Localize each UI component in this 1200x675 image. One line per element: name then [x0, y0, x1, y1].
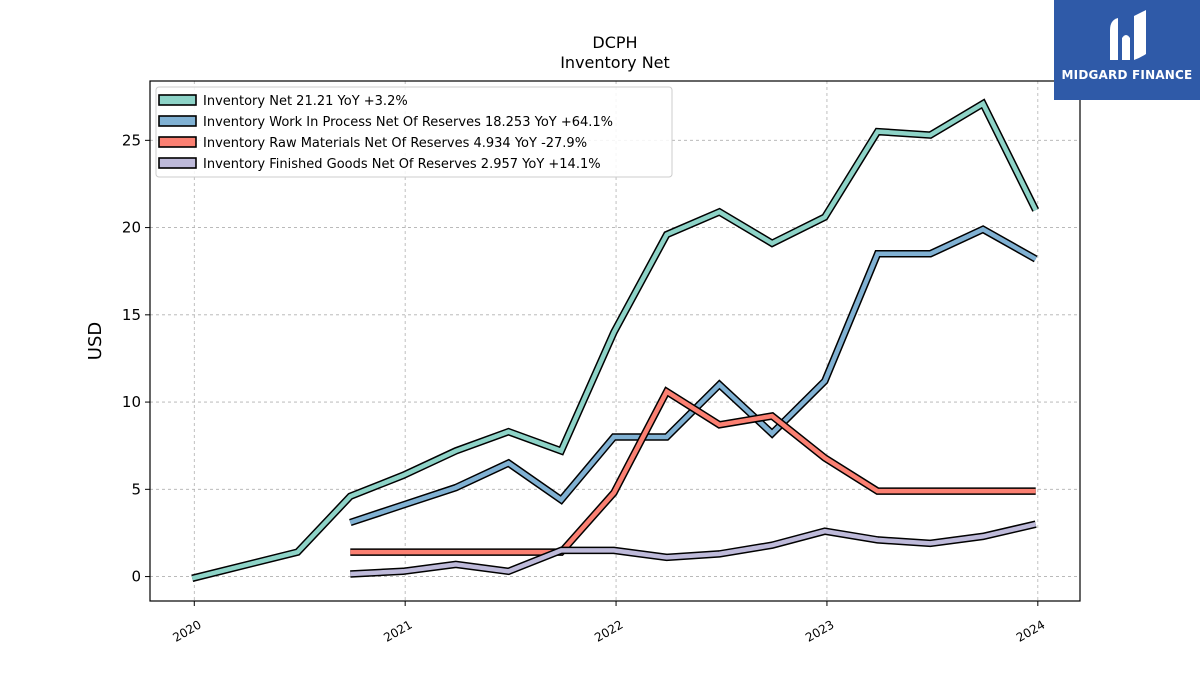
legend-label: Inventory Finished Goods Net Of Reserves…: [203, 157, 601, 172]
chart-subtitle: Inventory Net: [560, 53, 670, 72]
legend-item: Inventory Raw Materials Net Of Reserves …: [158, 136, 587, 151]
series-line-2: [349, 225, 1038, 527]
legend-box: [155, 86, 673, 178]
midgard-logo-icon: [1110, 10, 1146, 60]
legend-swatch: [158, 136, 197, 148]
y-axis-label: USD: [85, 322, 106, 360]
x-axis-ticks: 2020 2021 2022 2023 2024: [170, 601, 1047, 645]
legend-label: Inventory Raw Materials Net Of Reserves …: [203, 136, 587, 151]
series-outline: [349, 225, 1038, 527]
y-tick-label: 25: [122, 131, 141, 149]
legend-item: Inventory Finished Goods Net Of Reserves…: [158, 157, 601, 172]
legend-swatch: [158, 115, 197, 127]
series-line-4: [350, 520, 1037, 578]
plot-frame: [149, 80, 1081, 602]
y-tick-label: 10: [122, 393, 141, 411]
legend-label: Inventory Net 21.21 YoY +3.2%: [203, 94, 408, 109]
y-tick-label: 0: [131, 568, 141, 586]
series-stroke: [350, 388, 1036, 555]
series-line-3: [350, 386, 1036, 556]
chart-title: DCPH: [592, 33, 637, 52]
series-stroke: [349, 226, 1037, 525]
legend-swatch: [158, 94, 197, 106]
brand-logo: MIDGARD FINANCE: [1054, 0, 1200, 100]
series-stroke: [191, 100, 1038, 581]
x-tick-label: 2020: [170, 617, 203, 644]
y-axis-ticks: 0 5 10 15 20 25: [122, 131, 150, 586]
legend: Inventory Net 21.21 YoY +3.2% Inventory W…: [155, 86, 673, 178]
series-line-1: [191, 98, 1040, 582]
series-lines: [191, 98, 1040, 582]
brand-name: MIDGARD FINANCE: [1061, 68, 1193, 82]
y-tick-label: 20: [122, 219, 141, 237]
legend-item: Inventory Work In Process Net Of Reserve…: [158, 115, 613, 130]
y-tick-label: 5: [131, 480, 141, 498]
x-tick-label: 2021: [381, 617, 414, 644]
x-tick-label: 2023: [803, 617, 836, 644]
x-tick-label: 2024: [1014, 617, 1047, 644]
series-stroke: [350, 522, 1037, 577]
legend-item: Inventory Net 21.21 YoY +3.2%: [158, 94, 408, 109]
legend-swatch: [158, 157, 197, 169]
legend-label: Inventory Work In Process Net Of Reserve…: [203, 115, 613, 130]
x-tick-label: 2022: [592, 617, 625, 644]
y-tick-label: 15: [122, 306, 141, 324]
